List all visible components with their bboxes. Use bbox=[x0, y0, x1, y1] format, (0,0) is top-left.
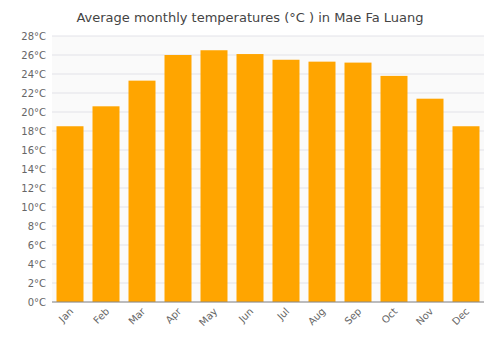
y-tick-label: 14°C bbox=[21, 164, 46, 175]
x-tick-label: May bbox=[197, 306, 219, 328]
bar bbox=[237, 54, 264, 302]
y-tick-label: 24°C bbox=[21, 69, 46, 80]
y-tick-label: 10°C bbox=[21, 202, 46, 213]
x-tick-label: Feb bbox=[91, 306, 111, 326]
bar bbox=[309, 62, 336, 302]
x-axis: Jan Feb Mar Apr May Jun Jul Aug Sep Oct Nov Dec bbox=[56, 305, 471, 328]
x-tick-label: Jun bbox=[236, 306, 256, 326]
grid-line bbox=[52, 74, 484, 75]
bar bbox=[57, 126, 84, 302]
y-tick-label: 6°C bbox=[28, 240, 46, 251]
y-tick-label: 28°C bbox=[21, 31, 46, 42]
bars bbox=[57, 50, 480, 302]
grid-line bbox=[52, 55, 484, 56]
x-tick-label: Apr bbox=[163, 305, 184, 326]
y-tick-label: 12°C bbox=[21, 183, 46, 194]
y-tick-label: 2°C bbox=[28, 278, 46, 289]
bar bbox=[345, 63, 372, 302]
y-tick-label: 0°C bbox=[28, 297, 46, 308]
chart-container: 0°C 2°C 4°C 6°C 8°C 10°C 12°C 14°C 16°C 18°C 20°C 2… bbox=[0, 0, 500, 350]
y-tick-label: 22°C bbox=[21, 88, 46, 99]
y-tick-label: 16°C bbox=[21, 145, 46, 156]
bar bbox=[381, 76, 408, 302]
y-tick-label: 18°C bbox=[21, 126, 46, 137]
bar bbox=[417, 99, 444, 302]
x-axis-line bbox=[52, 302, 484, 303]
x-tick-label: Dec bbox=[450, 306, 471, 327]
bar bbox=[93, 106, 120, 302]
bar bbox=[129, 81, 156, 302]
x-tick-label: Oct bbox=[379, 306, 399, 326]
y-axis: 0°C 2°C 4°C 6°C 8°C 10°C 12°C 14°C 16°C 18°C 20°C 2… bbox=[21, 31, 484, 308]
y-tick-label: 20°C bbox=[21, 107, 46, 118]
x-tick-label: Jul bbox=[274, 306, 291, 323]
x-tick-label: Mar bbox=[126, 305, 148, 327]
grid-line bbox=[52, 302, 484, 303]
grid-line bbox=[52, 36, 484, 37]
y-tick-label: 4°C bbox=[28, 259, 46, 270]
plot-area bbox=[52, 36, 484, 302]
x-tick-label: Jan bbox=[56, 306, 75, 325]
x-tick-label: Aug bbox=[306, 306, 328, 328]
x-tick-label: Nov bbox=[414, 306, 436, 328]
y-tick-label: 8°C bbox=[28, 221, 46, 232]
y-tick-label: 26°C bbox=[21, 50, 46, 61]
bar bbox=[201, 50, 228, 302]
x-tick-label: Sep bbox=[342, 306, 363, 327]
title: Average monthly temperatures (°C ) in Ma… bbox=[76, 10, 423, 25]
grid-line bbox=[52, 93, 484, 94]
bar bbox=[273, 60, 300, 302]
chart: 0°C 2°C 4°C 6°C 8°C 10°C 12°C 14°C 16°C 18°C 20°C 2… bbox=[0, 0, 500, 350]
bar bbox=[453, 126, 480, 302]
bar bbox=[165, 55, 192, 302]
